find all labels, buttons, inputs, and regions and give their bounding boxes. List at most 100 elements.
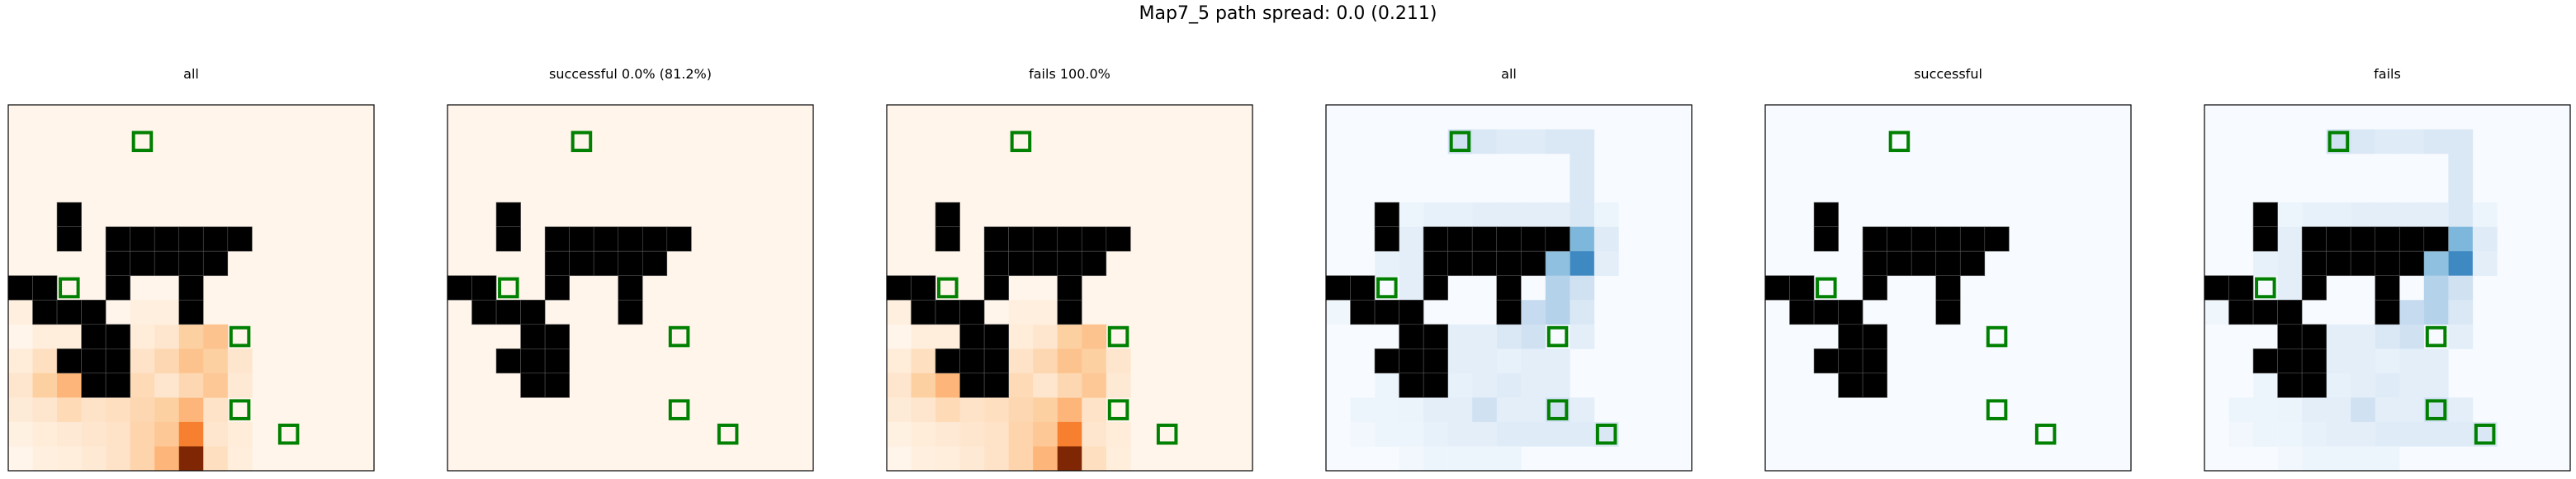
- panel-title-3: fails 100.0%: [1029, 66, 1110, 82]
- heat-cell: [1570, 275, 1595, 301]
- heat-cell: [2399, 129, 2425, 154]
- heat-cell: [2399, 372, 2425, 398]
- heat-cell: [911, 446, 936, 472]
- heat-cell: [911, 372, 936, 398]
- heat-cell: [2448, 300, 2474, 325]
- heat-cell: [2253, 421, 2278, 447]
- heat-cell: [81, 421, 107, 447]
- wall-cell: [1520, 250, 1546, 277]
- wall-cell: [1887, 226, 1912, 252]
- heat-cell: [1472, 446, 1498, 472]
- heat-cell: [1106, 421, 1131, 447]
- wall-cell: [2252, 299, 2278, 325]
- heat-cell: [57, 324, 82, 349]
- target-marker: [1449, 130, 1471, 153]
- wall-cell: [544, 372, 570, 398]
- wall-cell: [154, 250, 180, 277]
- heat-cell: [1545, 202, 1570, 227]
- wall-cell: [154, 226, 180, 252]
- heat-cell: [1375, 372, 1399, 398]
- wall-cell: [593, 250, 619, 277]
- wall-cell: [983, 349, 1009, 374]
- target-marker: [1107, 399, 1129, 420]
- heat-cell: [2351, 397, 2376, 423]
- heat-cell: [1472, 372, 1498, 398]
- heat-cell: [57, 397, 82, 423]
- wall-cell: [1813, 226, 1839, 252]
- wall-cell: [2228, 275, 2254, 301]
- heat-cell: [2204, 300, 2229, 325]
- heat-cell: [32, 349, 58, 374]
- heat-cell: [2326, 372, 2351, 398]
- heat-cell: [130, 324, 155, 349]
- wall-cell: [105, 275, 130, 301]
- wall-cell: [1935, 226, 1961, 252]
- wall-cell: [105, 250, 130, 277]
- heat-cell: [2326, 324, 2351, 349]
- heat-cell: [2277, 202, 2303, 227]
- heat-cell: [1008, 421, 1034, 447]
- target-marker: [668, 325, 690, 348]
- heat-cell: [959, 446, 985, 472]
- heat-cell: [1057, 446, 1082, 472]
- wall-cell: [1374, 299, 1399, 325]
- wall-cell: [1423, 372, 1448, 398]
- heat-cell: [130, 300, 155, 325]
- wall-cell: [1496, 275, 1522, 301]
- wall-cell: [1325, 275, 1351, 301]
- target-marker: [1546, 399, 1569, 420]
- heat-cell: [2375, 324, 2400, 349]
- wall-cell: [495, 349, 521, 374]
- wall-cell: [1545, 226, 1570, 252]
- wall-cell: [2326, 226, 2351, 252]
- heat-cell: [984, 446, 1009, 472]
- wall-cell: [1057, 275, 1082, 301]
- wall-cell: [1520, 226, 1546, 252]
- wall-cell: [2277, 299, 2303, 325]
- heat-cell: [203, 421, 229, 447]
- wall-cell: [1057, 299, 1082, 325]
- heat-cell: [2375, 446, 2400, 472]
- wall-cell: [569, 226, 594, 252]
- heat-cell: [154, 446, 180, 472]
- heat-cell: [911, 397, 936, 423]
- panel-frame: [1325, 104, 1693, 472]
- heat-cell: [2448, 275, 2474, 301]
- heat-cell: [2351, 324, 2376, 349]
- heat-cell: [1008, 397, 1034, 423]
- wall-cell: [56, 202, 82, 227]
- heatmap-panel-2: [447, 104, 814, 472]
- wall-cell: [544, 275, 570, 301]
- heat-cell: [154, 300, 180, 325]
- heat-cell: [1399, 421, 1424, 447]
- wall-cell: [2301, 324, 2327, 349]
- heat-cell: [227, 372, 253, 398]
- heat-cell: [1082, 372, 1107, 398]
- wall-cell: [935, 202, 960, 227]
- wall-cell: [983, 324, 1009, 349]
- wall-cell: [1862, 324, 1887, 349]
- heat-cell: [8, 397, 33, 423]
- heat-cell: [2277, 446, 2303, 472]
- target-marker: [1986, 325, 2008, 348]
- heat-cell: [1472, 421, 1498, 447]
- heat-cell: [203, 372, 229, 398]
- wall-cell: [1935, 275, 1961, 301]
- panel-frame: [886, 104, 1253, 472]
- wall-cell: [2375, 226, 2400, 252]
- heat-cell: [887, 300, 912, 325]
- heat-cell: [1496, 372, 1522, 398]
- panel-title-2: successful 0.0% (81.2%): [549, 66, 712, 82]
- heat-cell: [1570, 324, 1595, 349]
- heatmap-panel-6: [2204, 104, 2571, 472]
- wall-cell: [959, 324, 985, 349]
- target-marker: [59, 277, 80, 299]
- heat-cell: [32, 324, 58, 349]
- target-marker: [1376, 277, 1398, 299]
- target-marker: [229, 325, 251, 348]
- wall-cell: [1423, 250, 1448, 277]
- wall-cell: [544, 349, 570, 374]
- wall-cell: [1106, 226, 1131, 252]
- heat-cell: [1472, 349, 1498, 374]
- wall-cell: [1423, 349, 1448, 374]
